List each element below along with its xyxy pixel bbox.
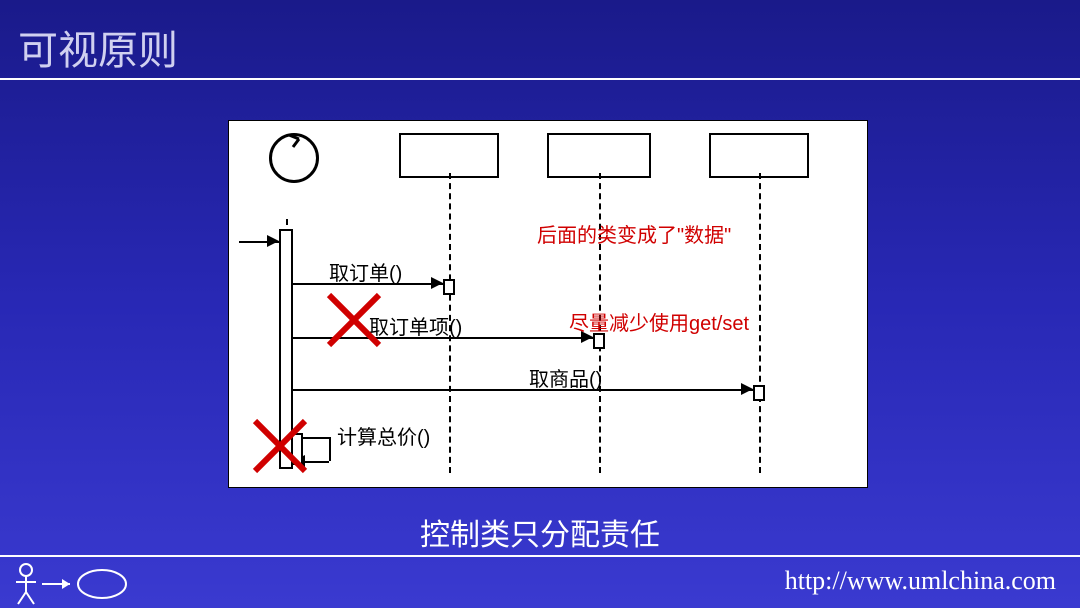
arrowhead-icon bbox=[431, 277, 443, 289]
execution-spec bbox=[753, 385, 765, 401]
slide-caption: 控制类只分配责任 bbox=[0, 510, 1080, 554]
lifeline-box: :订单项 bbox=[547, 133, 651, 178]
arrowhead-icon bbox=[267, 235, 279, 247]
arrowhead-icon bbox=[741, 383, 753, 395]
annotation-note: 后面的类变成了"数据" bbox=[537, 219, 731, 248]
annotation-note: 尽量减少使用get/set bbox=[569, 307, 749, 336]
lifeline-dash bbox=[759, 173, 761, 473]
message-line bbox=[293, 389, 753, 391]
slide: 可视原则 :购物UC:订单:订单项:商品取订单()取订单项()取商品()计算总价… bbox=[0, 0, 1080, 608]
sequence-diagram: :购物UC:订单:订单项:商品取订单()取订单项()取商品()计算总价()后面的… bbox=[228, 120, 868, 488]
lifeline-box: :商品 bbox=[709, 133, 809, 178]
message-label: 取订单() bbox=[329, 257, 402, 286]
execution-spec bbox=[443, 279, 455, 295]
footer-divider bbox=[0, 555, 1080, 557]
footer-url: http://www.umlchina.com bbox=[785, 566, 1056, 596]
self-msg-label: 计算总价() bbox=[337, 421, 430, 450]
message-label: 取商品() bbox=[529, 363, 602, 392]
actor-label: :购物UC bbox=[249, 191, 325, 220]
x-mark-icon bbox=[325, 291, 383, 349]
slide-title: 可视原则 bbox=[18, 18, 178, 76]
x-mark-icon bbox=[251, 417, 309, 475]
self-msg-side bbox=[329, 437, 331, 461]
lifeline-box: :订单 bbox=[399, 133, 499, 178]
title-underline bbox=[0, 78, 1080, 80]
actor-usecase-icon bbox=[12, 560, 132, 608]
